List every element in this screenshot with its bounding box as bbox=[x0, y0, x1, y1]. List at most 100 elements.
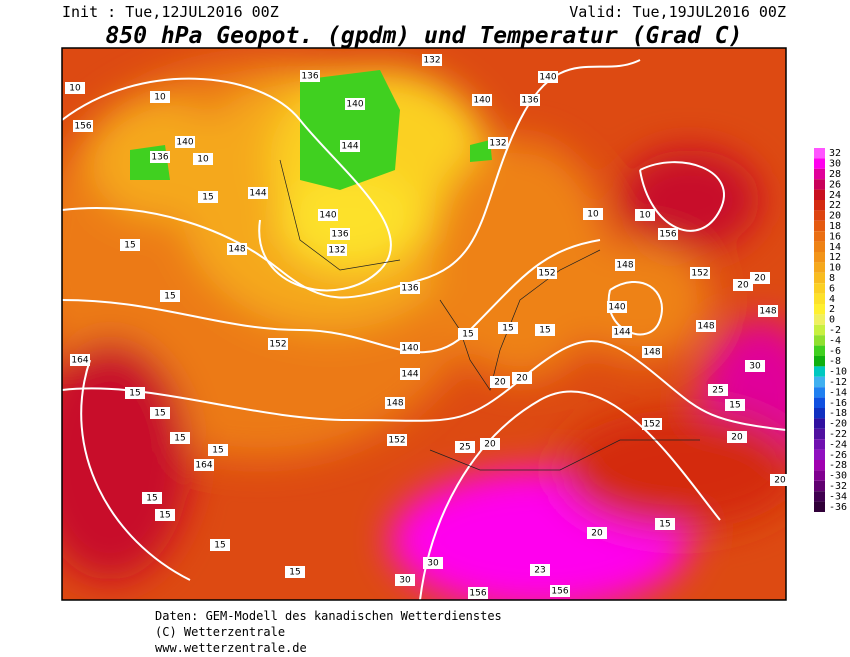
colorbar-box bbox=[814, 179, 825, 190]
contour-label: 148 bbox=[697, 322, 714, 332]
colorbar-label: 12 bbox=[829, 252, 841, 263]
contour-label: 20 bbox=[484, 440, 496, 450]
contour-label-bg bbox=[488, 137, 508, 149]
contour-label: 132 bbox=[423, 56, 440, 66]
contour-label: 15 bbox=[502, 324, 513, 334]
colorbar-label: 0 bbox=[829, 315, 835, 326]
colorbar-box bbox=[814, 439, 825, 450]
contour-label: 164 bbox=[195, 461, 212, 471]
contour-label: 136 bbox=[331, 230, 348, 240]
contour-label: 15 bbox=[154, 409, 165, 419]
contour-label: 136 bbox=[301, 72, 318, 82]
footer-copyright: (C) Wetterzentrale bbox=[155, 625, 285, 639]
contour-label: 10 bbox=[154, 93, 166, 103]
contour-label-bg bbox=[733, 279, 753, 291]
contour-label: 15 bbox=[729, 401, 740, 411]
contour-label-bg bbox=[423, 557, 443, 569]
colorbar-box bbox=[814, 148, 825, 159]
contour-label-bg bbox=[300, 70, 320, 82]
contour-label-bg bbox=[490, 376, 510, 388]
colorbar-box bbox=[814, 460, 825, 471]
contour-label: 30 bbox=[749, 362, 761, 372]
contour-label: 152 bbox=[643, 420, 660, 430]
contour-label-bg bbox=[208, 444, 228, 456]
contour-label: 25 bbox=[712, 386, 723, 396]
contour-label: 140 bbox=[539, 73, 556, 83]
contour-label-bg bbox=[520, 94, 540, 106]
contour-label: 136 bbox=[151, 153, 168, 163]
contour-label-bg bbox=[327, 244, 347, 256]
colorbar-label: -8 bbox=[829, 356, 841, 367]
contour-label: 15 bbox=[289, 568, 300, 578]
contour-label-bg bbox=[330, 228, 350, 240]
colorbar-box bbox=[814, 418, 825, 429]
contour-label: 15 bbox=[129, 389, 140, 399]
colorbar-box bbox=[814, 449, 825, 460]
contour-label: 20 bbox=[731, 433, 743, 443]
contour-label-bg bbox=[550, 585, 570, 597]
contour-label: 156 bbox=[74, 122, 91, 132]
contour-label-bg bbox=[150, 407, 170, 419]
contour-label-bg bbox=[480, 438, 500, 450]
contour-label: 152 bbox=[269, 340, 286, 350]
contour-label-bg bbox=[538, 71, 558, 83]
contour-label: 15 bbox=[164, 292, 175, 302]
contour-label-bg bbox=[170, 432, 190, 444]
valid-time: Valid: Tue,19JUL2016 00Z bbox=[569, 3, 786, 21]
colorbar-label: -10 bbox=[829, 367, 847, 378]
colorbar-box bbox=[814, 324, 825, 336]
colorbar-label: -36 bbox=[829, 502, 847, 513]
contour-label: 148 bbox=[386, 399, 403, 409]
contour-label-bg bbox=[658, 228, 678, 240]
colorbar-label: -6 bbox=[829, 346, 841, 357]
colorbar-box bbox=[814, 168, 825, 180]
contour-label-bg bbox=[727, 431, 747, 443]
contour-label: 156 bbox=[659, 230, 676, 240]
colorbar-box bbox=[814, 428, 825, 440]
contour-label: 15 bbox=[124, 241, 135, 251]
contour-label: 136 bbox=[521, 96, 538, 106]
colorbar-box bbox=[814, 470, 825, 481]
contour-label: 156 bbox=[469, 589, 486, 599]
colorbar-label: -4 bbox=[829, 335, 841, 346]
colorbar-label: 22 bbox=[829, 200, 841, 211]
contour-label: 20 bbox=[754, 274, 766, 284]
contour-label: 10 bbox=[69, 84, 81, 94]
contour-label-bg bbox=[745, 360, 765, 372]
contour-label-bg bbox=[400, 368, 420, 380]
colorbar-label: 26 bbox=[829, 179, 841, 190]
colorbar-label: 8 bbox=[829, 273, 835, 284]
contour-label-bg bbox=[155, 509, 175, 521]
colorbar-label: -20 bbox=[829, 419, 847, 430]
contour-label-bg bbox=[725, 399, 745, 411]
contour-label-bg bbox=[248, 187, 268, 199]
colorbar-label: 2 bbox=[829, 304, 835, 315]
colorbar-label: -2 bbox=[829, 325, 841, 336]
contour-label: 132 bbox=[328, 246, 345, 256]
contour-label-bg bbox=[345, 98, 365, 110]
footer-source: Daten: GEM-Modell des kanadischen Wetter… bbox=[155, 609, 502, 623]
colorbar-box bbox=[814, 210, 825, 221]
colorbar-label: -22 bbox=[829, 429, 847, 440]
colorbar-box bbox=[814, 366, 825, 377]
contour-label: 15 bbox=[146, 494, 157, 504]
contour-label: 132 bbox=[489, 139, 506, 149]
contour-label-bg bbox=[455, 441, 475, 453]
contour-label: 10 bbox=[197, 155, 209, 165]
contour-label: 140 bbox=[473, 96, 490, 106]
contour-label-bg bbox=[150, 151, 170, 163]
contour-label-bg bbox=[125, 387, 145, 399]
contour-label-bg bbox=[400, 282, 420, 294]
footer-url: www.wetterzentrale.de bbox=[155, 641, 307, 655]
colorbar-label: 6 bbox=[829, 283, 835, 294]
contour-label: 15 bbox=[212, 446, 223, 456]
colorbar-label: 16 bbox=[829, 231, 841, 242]
contour-label: 140 bbox=[608, 303, 625, 313]
colorbar-box bbox=[814, 408, 825, 419]
contour-label: 15 bbox=[659, 520, 670, 530]
contour-label-bg bbox=[175, 136, 195, 148]
contour-label-bg bbox=[655, 518, 675, 530]
colorbar-box bbox=[814, 220, 825, 232]
contour-label-bg bbox=[696, 320, 716, 332]
